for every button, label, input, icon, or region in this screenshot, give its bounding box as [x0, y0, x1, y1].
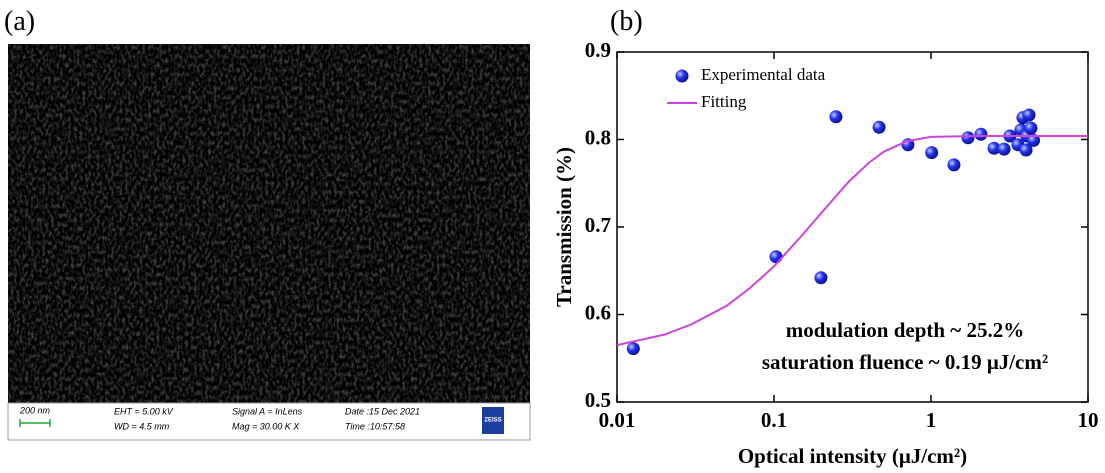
chart: 0.5 0.6 0.7 0.8 0.9 0.01 0.1 1 10 Optical intensi…	[552, 38, 1099, 468]
annotation: saturation fluence ~ 0.19 μJ/cm²	[762, 350, 1048, 374]
y-tick-label: 0.8	[585, 125, 611, 149]
legend-marker	[675, 69, 689, 83]
y-tick-label: 0.5	[585, 388, 611, 412]
annotation: modulation depth ~ 25.2%	[786, 318, 1024, 342]
data-point	[987, 141, 1001, 155]
sem-info: EHT = 5.00 kV	[114, 406, 174, 416]
data-point	[1027, 133, 1041, 147]
logo: ZEISS	[484, 418, 501, 424]
panel-label: (b)	[610, 6, 643, 37]
x-tick-label: 10	[1078, 408, 1099, 432]
data-point	[1022, 108, 1036, 122]
y-tick-label: 0.6	[585, 300, 611, 324]
data-point	[626, 342, 640, 356]
sem-info: Mag = 30.00 K X	[232, 421, 300, 431]
data-point	[997, 142, 1011, 156]
data-point	[1019, 143, 1033, 157]
data-point	[829, 110, 843, 124]
data-point	[961, 131, 975, 145]
data-point	[814, 271, 828, 285]
sem-info: Signal A = InLens	[232, 406, 303, 416]
data-point	[947, 158, 961, 172]
data-point	[769, 250, 783, 264]
sem-info: WD = 4.5 mm	[114, 421, 170, 431]
panel-label: (a)	[4, 6, 35, 37]
x-tick-label: 0.01	[599, 408, 636, 432]
sem-image: 200 nm EHT = 5.00 kV WD = 4.5 mm Signal …	[7, 44, 531, 441]
data-point	[872, 120, 886, 134]
x-tick-label: 0.1	[761, 408, 787, 432]
legend-label: Experimental data	[701, 65, 826, 84]
legend-label: Fitting	[701, 92, 747, 111]
scale-bar-label: 200 nm	[19, 405, 51, 415]
sem-info: Date :15 Dec 2021	[345, 406, 420, 416]
y-axis-label: Transmission (%)	[552, 147, 576, 307]
x-axis-label: Optical intensity (μJ/cm²)	[738, 444, 967, 468]
y-tick-label: 0.7	[585, 213, 611, 237]
data-point	[1024, 121, 1038, 135]
sem-info: Time :10:57:58	[345, 421, 405, 431]
fit-line	[616, 135, 1088, 347]
y-tick-label: 0.9	[585, 38, 611, 62]
data-point	[974, 127, 988, 141]
x-tick-label: 1	[926, 408, 937, 432]
data-point	[925, 146, 939, 160]
